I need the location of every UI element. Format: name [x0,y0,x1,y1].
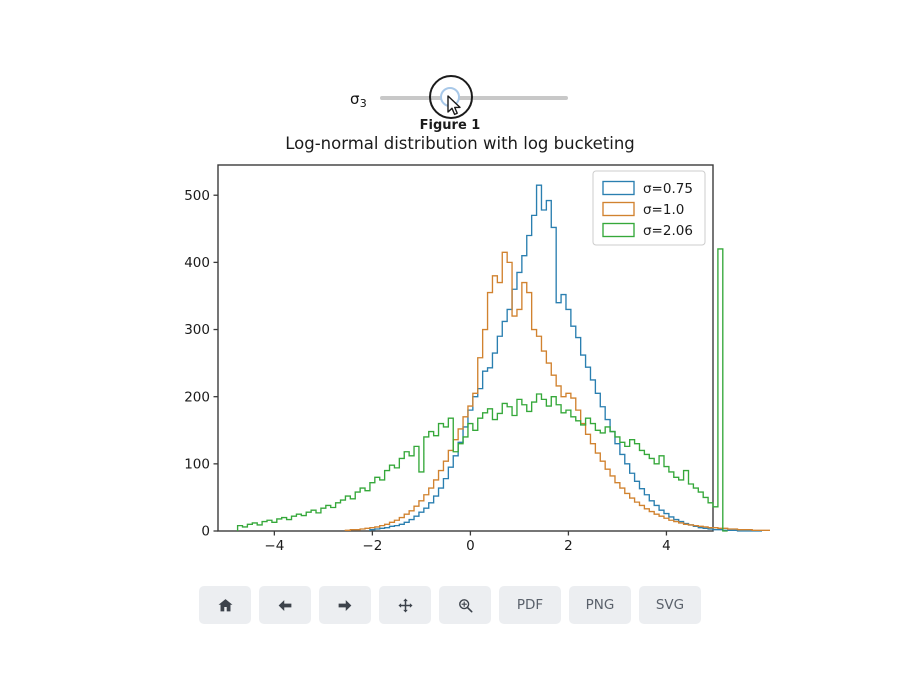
x-axis-tick-label: 2 [564,538,573,554]
y-axis-tick-label: 200 [184,389,210,405]
download-png-button[interactable]: PNG [569,586,631,624]
slider-label-symbol: σ [350,90,360,108]
download-pdf-button-label: PDF [516,597,544,613]
mouse-cursor-icon [447,95,461,116]
move-icon [397,597,413,613]
slider-label-subscript: 3 [359,97,367,110]
chart-title: Log-normal distribution with log bucketi… [285,134,635,153]
home-button[interactable] [199,586,251,624]
y-axis-tick-label: 0 [201,524,210,540]
legend-label: σ=0.75 [643,181,693,197]
arrow-right-icon [337,598,353,613]
legend-swatch [602,180,635,196]
sigma-slider-widget[interactable]: σ3 Figure 1 [0,34,900,133]
y-axis-tick-label: 400 [184,255,210,271]
histogram-step-2.06 [236,248,728,532]
forward-button[interactable] [319,586,371,624]
x-axis-tick-label: −4 [264,538,284,554]
zoom-button[interactable] [439,586,491,624]
arrow-left-icon [277,598,293,613]
figure-area: Log-normal distribution with log bucketi… [150,118,770,558]
histogram-step-1.0 [344,251,770,532]
x-axis-tick-label: 0 [466,538,475,554]
y-axis-tick-label: 100 [184,456,210,472]
download-pdf-button[interactable]: PDF [499,586,561,624]
x-axis-tick-label: −2 [362,538,382,554]
x-axis-tick-label: 4 [662,538,671,554]
pan-button[interactable] [379,586,431,624]
zoom-in-icon [458,598,473,613]
legend-box [592,170,706,246]
figure-toolbar: PDF PNG SVG [0,586,900,624]
axes-frame [217,164,714,532]
histogram-plot[interactable]: 0 100 200 300 400 500 −4 −2 0 2 4 σ=0.75 σ=1.0 σ=2.06 [150,118,770,558]
figure-caption: Figure 1 [419,118,481,133]
legend-label: σ=1.0 [643,202,684,218]
slider-label: σ3 [350,90,367,110]
home-icon [218,598,233,613]
slider-handle-ring[interactable] [429,75,473,119]
download-png-button-label: PNG [585,597,615,613]
y-axis-tick-label: 500 [184,188,210,204]
legend-swatch [602,222,635,238]
legend-label: σ=2.06 [643,223,693,239]
histogram-step-0.75 [369,184,763,532]
download-svg-button[interactable]: SVG [639,586,701,624]
y-axis-tick-label: 300 [184,322,210,338]
download-svg-button-label: SVG [655,597,685,613]
back-button[interactable] [259,586,311,624]
legend-swatch [602,201,635,217]
slider-track[interactable] [380,96,568,100]
